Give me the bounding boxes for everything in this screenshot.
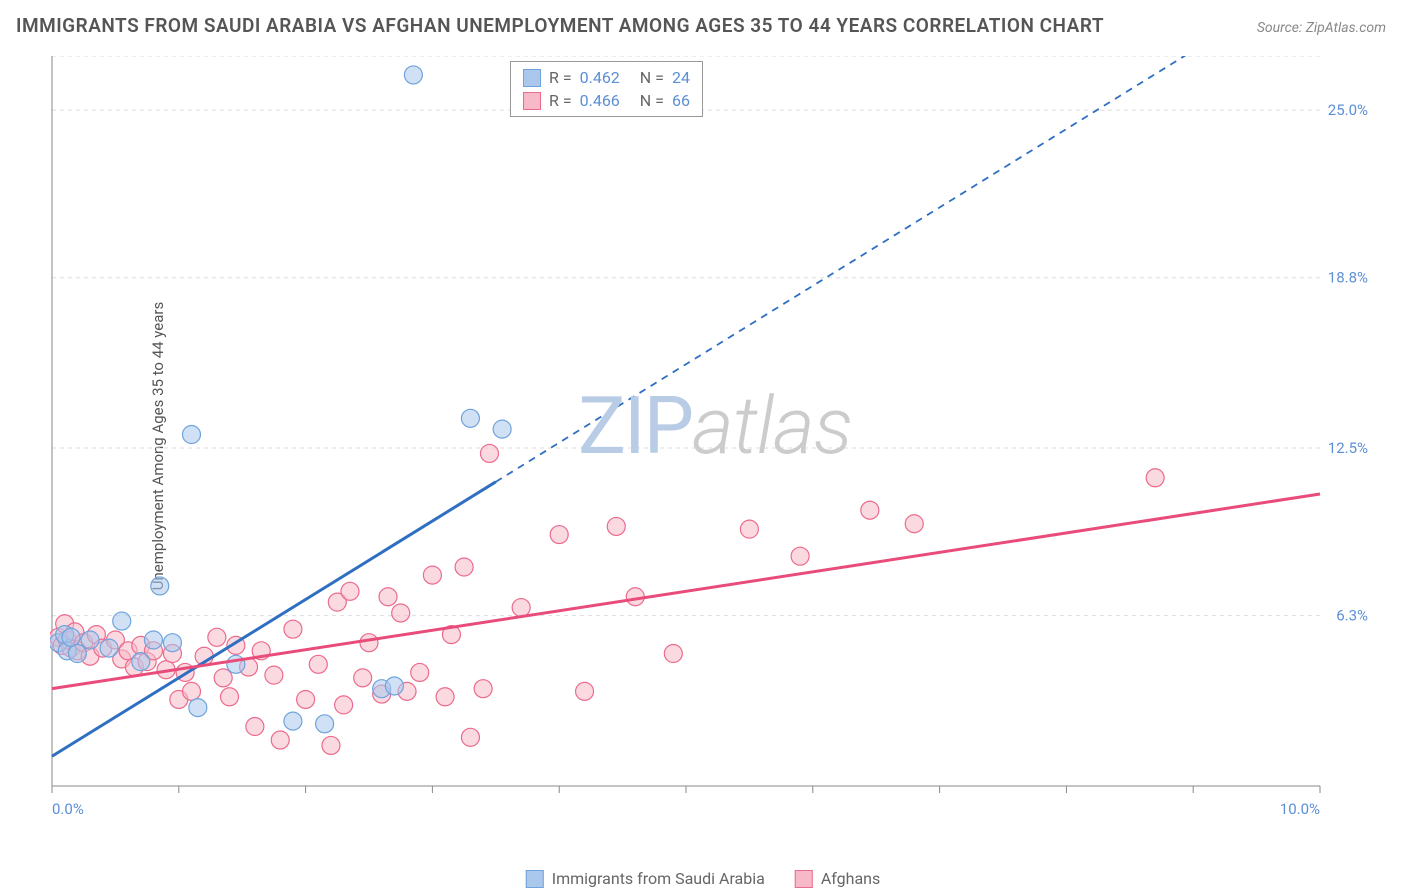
legend-n-value: 24 [672, 68, 690, 87]
svg-text:25.0%: 25.0% [1328, 101, 1368, 119]
legend-row: R = 0.466 N = 66 [523, 91, 690, 110]
svg-text:6.3%: 6.3% [1336, 607, 1368, 625]
series-legend-item: Immigrants from Saudi Arabia [526, 869, 765, 888]
legend-n-value: 66 [672, 91, 690, 110]
series-legend-item: Afghans [795, 869, 880, 888]
svg-text:0.0%: 0.0% [52, 800, 84, 818]
legend-r-label: R = [549, 91, 572, 110]
scatter-chart: 6.3% 12.5% 18.8% 25.0% 0.0% 10.0% [50, 56, 1380, 826]
legend-n-label: N = [640, 68, 664, 87]
legend-r-value: 0.462 [580, 68, 620, 87]
source-attribution: Source: ZipAtlas.com [1257, 20, 1386, 36]
legend-swatch [523, 69, 541, 87]
correlation-legend: R = 0.462 N = 24 R = 0.466 N = 66 [510, 61, 703, 117]
svg-text:18.8%: 18.8% [1328, 269, 1368, 287]
svg-text:10.0%: 10.0% [1280, 800, 1320, 818]
chart-title: IMMIGRANTS FROM SAUDI ARABIA VS AFGHAN U… [16, 14, 1104, 37]
legend-row: R = 0.462 N = 24 [523, 68, 690, 87]
legend-r-label: R = [549, 68, 572, 87]
legend-r-value: 0.466 [580, 91, 620, 110]
legend-swatch [526, 870, 544, 888]
series-legend-label: Afghans [821, 869, 880, 888]
series-legend: Immigrants from Saudi Arabia Afghans [526, 869, 881, 888]
svg-text:12.5%: 12.5% [1328, 439, 1368, 457]
chart-area: 6.3%12.5%18.8%25.0%0.0%10.0% ZIPatlas R … [50, 56, 1380, 826]
legend-swatch [795, 870, 813, 888]
legend-n-label: N = [640, 91, 664, 110]
legend-swatch [523, 92, 541, 110]
series-legend-label: Immigrants from Saudi Arabia [552, 869, 765, 888]
